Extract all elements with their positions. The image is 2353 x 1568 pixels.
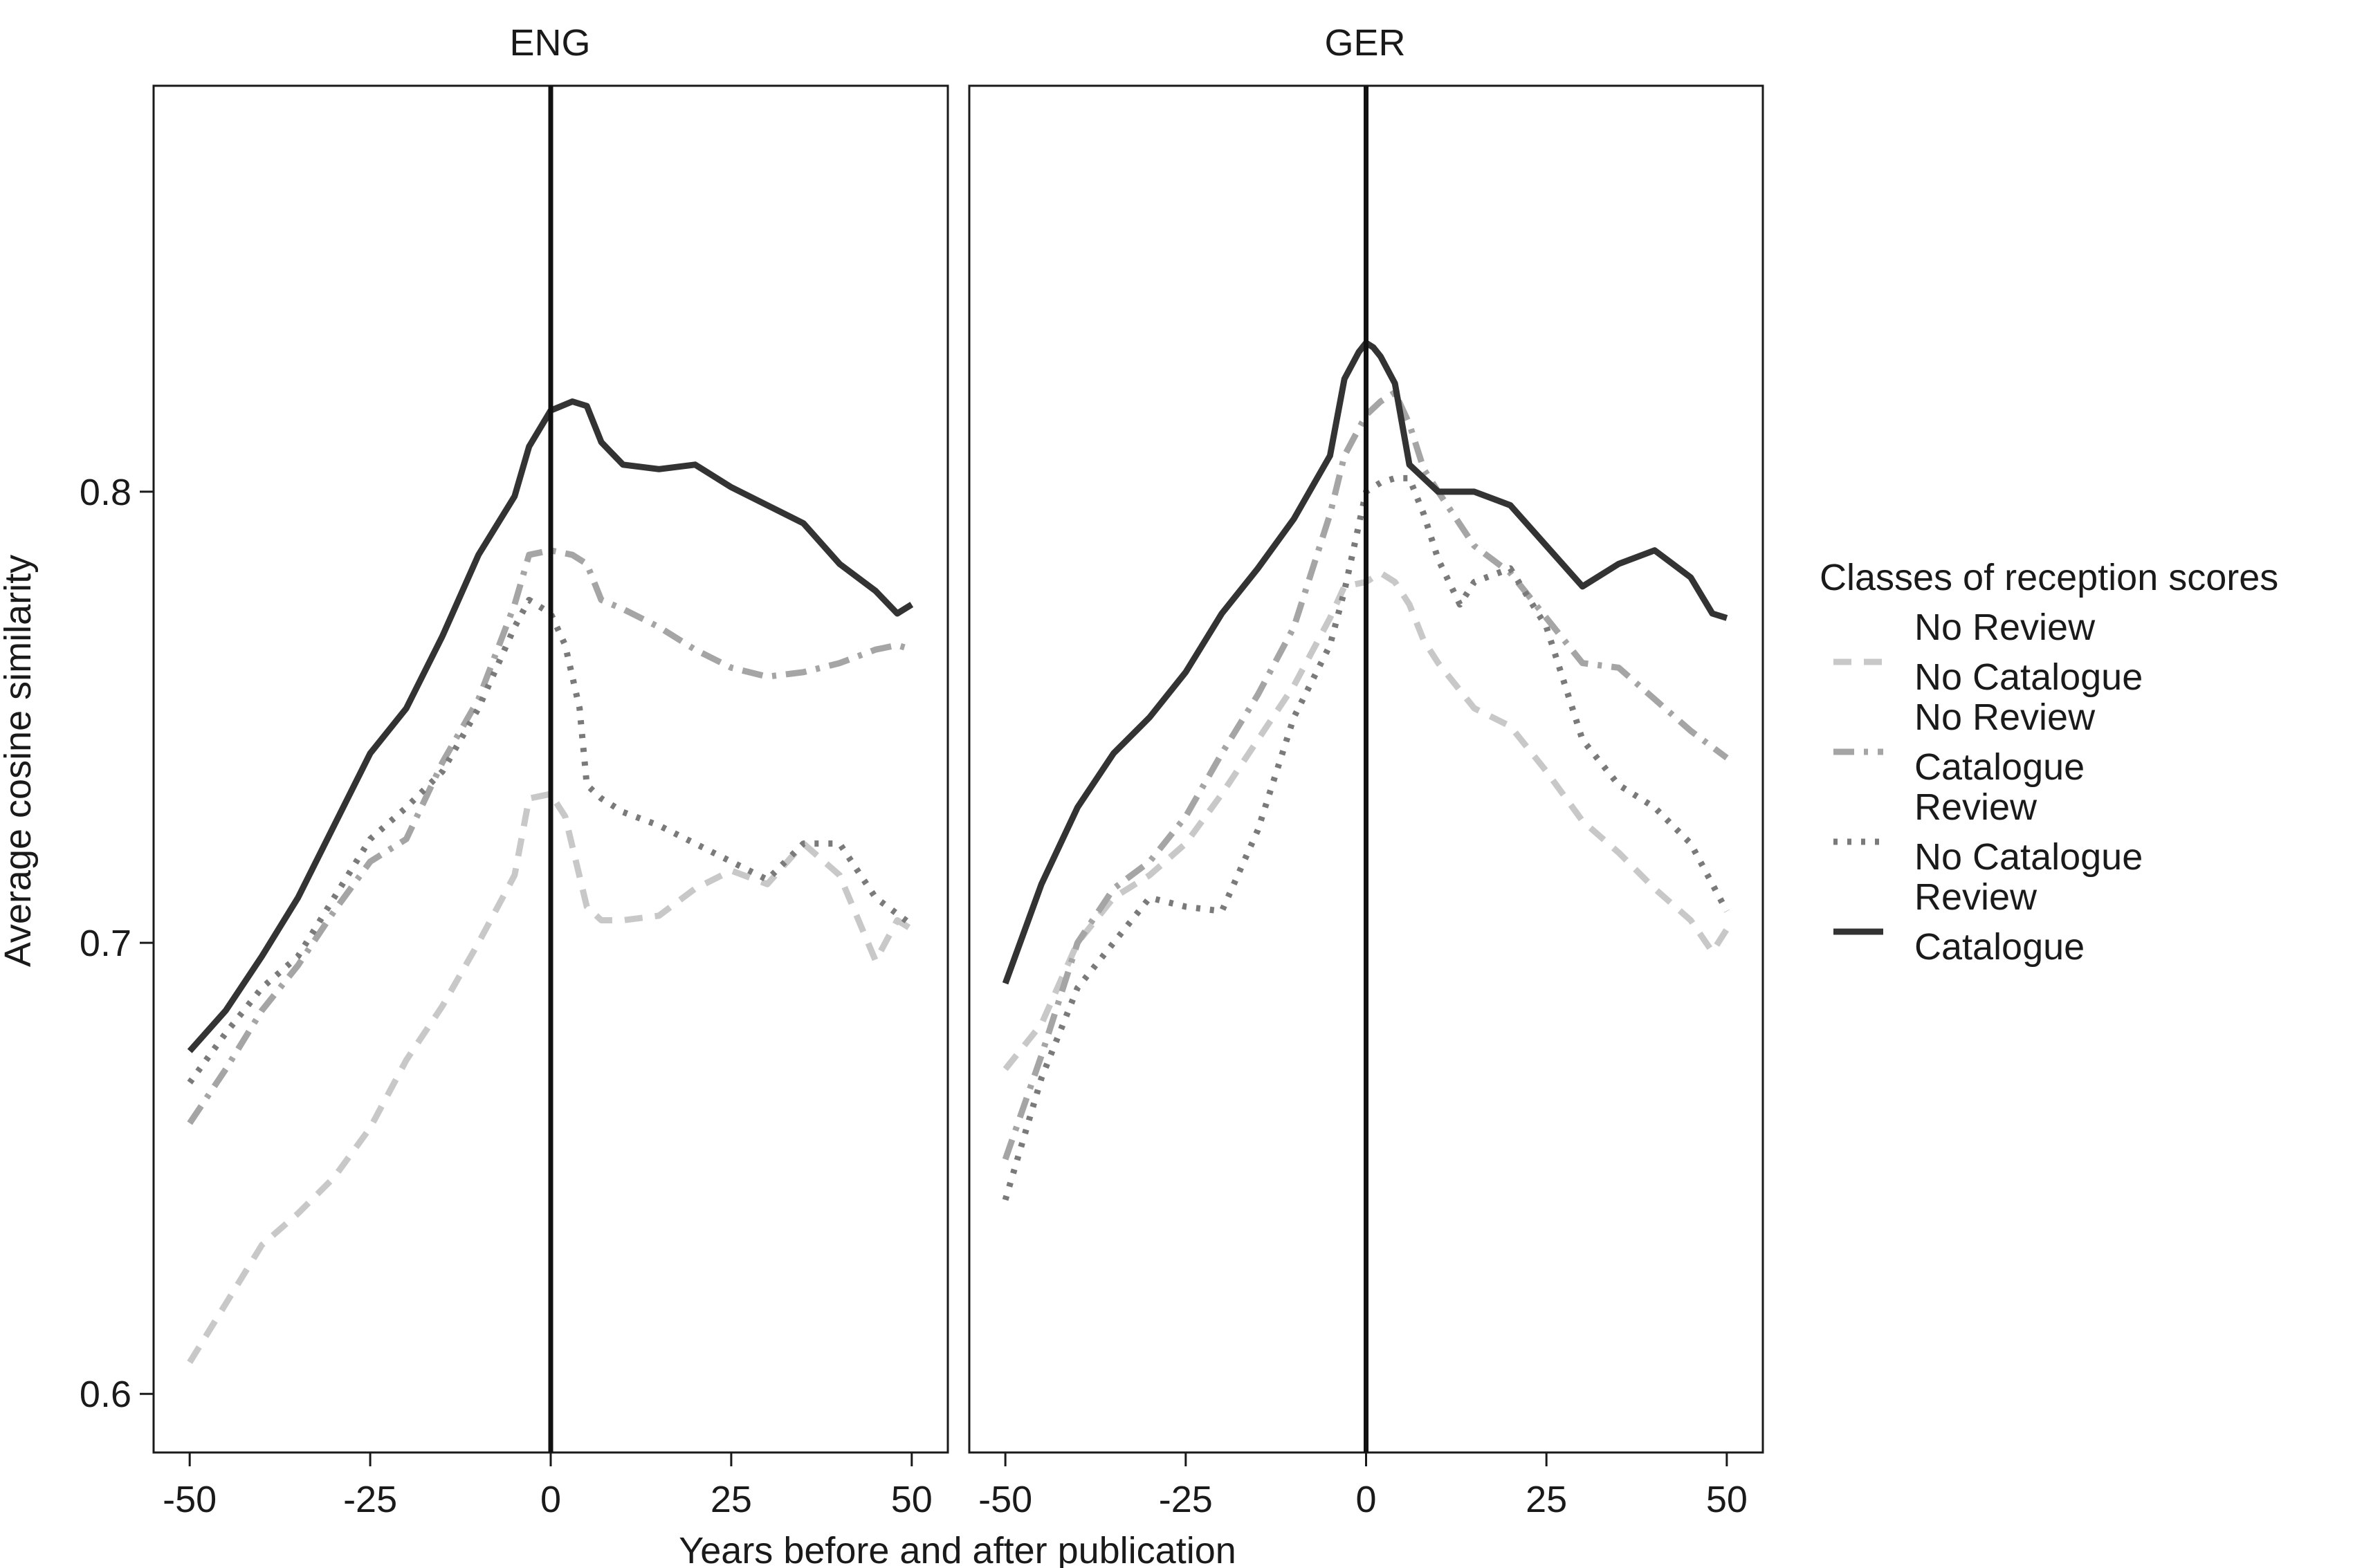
x-axis-title: Years before and after publication xyxy=(679,1530,1236,1568)
panel-ger: -50 -25 0 25 50 xyxy=(968,84,1764,1520)
legend-label-line2: No Catalogue xyxy=(1914,656,2143,698)
y-tick-label: 0.8 xyxy=(80,472,131,513)
x-tick-label: -25 xyxy=(1159,1479,1213,1520)
legend-label-line1: Review xyxy=(1914,876,2038,918)
legend-label-line2: Catalogue xyxy=(1914,926,2085,968)
legend-label-line1: Review xyxy=(1914,786,2038,828)
x-tick-label: 50 xyxy=(1706,1479,1748,1520)
y-axis-title: Average cosine similarity xyxy=(0,555,39,967)
x-tick-label: 0 xyxy=(1355,1479,1376,1520)
x-tick-label: 50 xyxy=(891,1479,933,1520)
series-line-eng-no-review-catalogue xyxy=(187,547,913,1125)
panel-eng: -50 -25 0 25 50 0.6 0.7 0.8 xyxy=(80,84,949,1520)
series-line-ger-no-review-no-catalogue xyxy=(1002,569,1730,1071)
x-tick-label: 25 xyxy=(1526,1479,1567,1520)
legend: Classes of reception scores No ReviewNo … xyxy=(1820,557,2278,968)
x-tick-label: -50 xyxy=(978,1479,1032,1520)
panel-title-ger: GER xyxy=(1324,22,1405,64)
legend-label-line1: No Review xyxy=(1914,697,2096,738)
series-line-eng-no-review-no-catalogue xyxy=(187,791,914,1364)
legend-label-line2: Catalogue xyxy=(1914,746,2085,788)
legend-title: Classes of reception scores xyxy=(1820,557,2278,598)
x-tick-label: -50 xyxy=(163,1479,217,1520)
series-line-ger-review-no-catalogue xyxy=(1002,474,1730,1201)
series-line-eng-review-catalogue xyxy=(187,398,914,1053)
panel-title-eng: ENG xyxy=(509,22,590,64)
legend-label-line1: No Review xyxy=(1914,607,2096,648)
series-line-ger-review-catalogue xyxy=(1002,340,1728,985)
series-line-ger-no-review-catalogue xyxy=(1002,389,1729,1161)
x-tick-label: -25 xyxy=(343,1479,397,1520)
y-tick-label: 0.6 xyxy=(80,1374,131,1415)
series-line-eng-review-no-catalogue xyxy=(187,596,914,1085)
legend-label-line2: No Catalogue xyxy=(1914,836,2143,878)
y-tick-label: 0.7 xyxy=(80,923,131,964)
x-tick-label: 0 xyxy=(540,1479,561,1520)
x-tick-label: 25 xyxy=(711,1479,752,1520)
